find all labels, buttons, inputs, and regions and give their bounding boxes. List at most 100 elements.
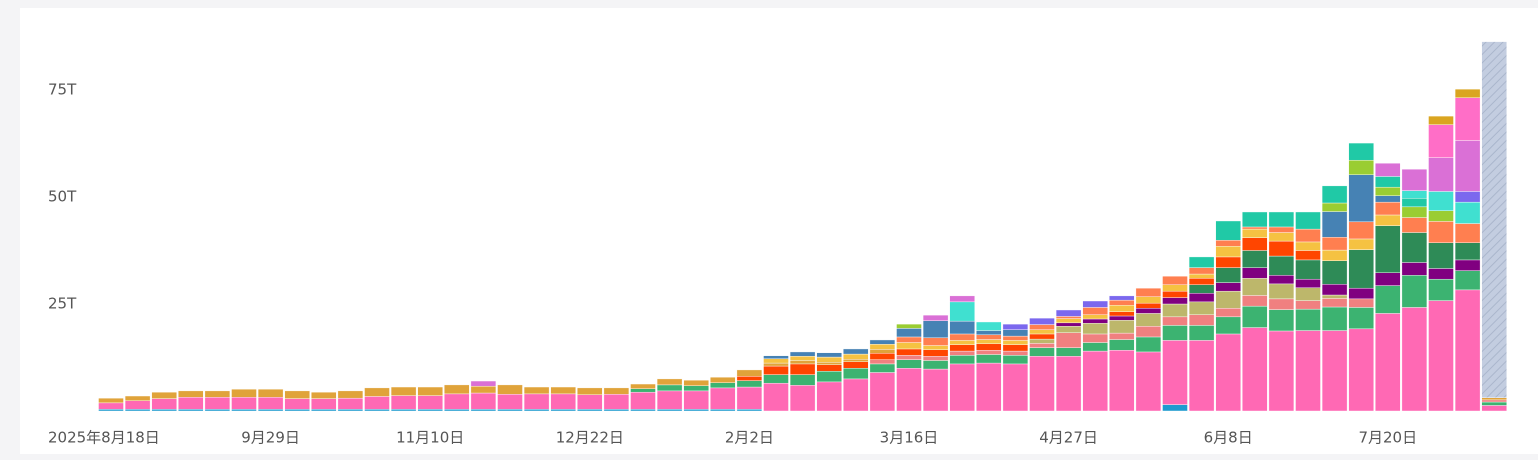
bar-segment xyxy=(1215,316,1241,335)
bar-segment xyxy=(1029,333,1055,340)
bar-segment xyxy=(1135,351,1162,412)
bar-segment xyxy=(1082,307,1108,315)
bar-segment xyxy=(1428,221,1454,243)
bar-segment xyxy=(550,409,576,412)
bar-segment xyxy=(1135,336,1162,353)
bar-segment xyxy=(1242,237,1268,251)
bar-segment xyxy=(1454,223,1481,243)
bar-segment xyxy=(1428,191,1454,211)
bar-segment xyxy=(1428,157,1454,192)
bar-segment xyxy=(896,359,922,369)
bar-segment xyxy=(976,334,1002,340)
bar-segment xyxy=(1002,335,1029,341)
bar-segment xyxy=(736,369,763,377)
bar-segment xyxy=(656,384,683,392)
bar-segment xyxy=(1029,343,1055,348)
bar-segment xyxy=(1428,124,1454,158)
x-tick-label: 7月20日 xyxy=(1358,429,1417,447)
bar-segment xyxy=(577,409,603,412)
bar-segment xyxy=(1082,300,1108,308)
bar-segment xyxy=(1242,295,1268,307)
bar-segment xyxy=(1375,214,1401,226)
bar-segment xyxy=(1215,256,1241,268)
bar-segment xyxy=(577,387,603,395)
bar-segment xyxy=(1348,238,1374,250)
bar-segment xyxy=(284,398,310,410)
bar-segment xyxy=(1428,268,1454,280)
bar-segment xyxy=(1348,174,1374,223)
bar-segment xyxy=(1135,313,1162,327)
bar-segment xyxy=(1348,249,1374,289)
bar-segment xyxy=(789,356,816,361)
bar-segment xyxy=(1295,278,1321,288)
bar-segment xyxy=(816,356,842,363)
bar-segment xyxy=(789,360,816,365)
x-tick-label: 3月16日 xyxy=(880,429,939,447)
bar-segment xyxy=(1215,267,1241,283)
bar-segment xyxy=(1215,246,1241,258)
bar-segment xyxy=(949,355,975,365)
bar-segment xyxy=(789,363,816,375)
bar-segment xyxy=(843,378,869,412)
bar-segment xyxy=(1454,88,1481,98)
bar-segment xyxy=(683,409,709,412)
bar-segment xyxy=(816,362,842,365)
bar-segment xyxy=(1162,316,1188,326)
bar-segment xyxy=(896,355,922,360)
bar-segment xyxy=(1188,293,1215,303)
bar-segment xyxy=(1162,284,1188,292)
bar-segment xyxy=(444,384,470,395)
bar-segment xyxy=(843,368,869,380)
bar-segment xyxy=(1321,249,1348,261)
bar-segment xyxy=(869,349,896,354)
bar-segment xyxy=(1162,303,1188,318)
bar-segment xyxy=(816,370,842,383)
bar-segment xyxy=(976,339,1002,345)
bar-segment xyxy=(1454,140,1481,192)
bar-segment xyxy=(869,339,896,345)
bar-segment xyxy=(1135,302,1162,309)
bar-segment xyxy=(1002,350,1029,356)
bar-segment xyxy=(976,343,1002,351)
bar-segment xyxy=(1295,330,1321,412)
bar-segment xyxy=(1268,232,1295,242)
bar-segment xyxy=(1428,210,1454,222)
bar-segment xyxy=(231,409,257,412)
bar-segment xyxy=(976,321,1002,331)
bar-segment xyxy=(1454,97,1481,141)
bar-segment xyxy=(497,384,523,395)
bar-segment xyxy=(1055,356,1082,412)
bar-segment xyxy=(1295,259,1321,280)
x-tick-label: 12月22日 xyxy=(556,429,624,447)
bar-segment xyxy=(1375,225,1401,273)
bar-segment xyxy=(922,337,949,346)
bar-segment xyxy=(1055,316,1082,319)
bar-segment xyxy=(124,395,151,401)
bar-segment xyxy=(1162,404,1188,412)
bar-segment xyxy=(1135,326,1162,338)
bar-segment xyxy=(1109,339,1135,351)
bar-segment xyxy=(656,390,683,410)
bar-segment xyxy=(603,409,630,412)
bar-segment xyxy=(1109,305,1135,312)
bar-segment xyxy=(1454,259,1481,271)
bar-segment xyxy=(470,385,497,394)
bar-segment xyxy=(1321,298,1348,308)
y-tick-label: 75T xyxy=(48,81,77,99)
bar-segment xyxy=(417,409,443,412)
bar-segment xyxy=(949,333,975,341)
bar-segment xyxy=(1454,191,1481,203)
bar-segment xyxy=(763,355,789,359)
bar-segment xyxy=(1215,220,1241,241)
bar-segment xyxy=(1188,314,1215,326)
bar-segment xyxy=(1295,250,1321,261)
bar-segment xyxy=(1109,295,1135,301)
x-tick-label: 2025年8月18日 xyxy=(48,429,160,447)
bar-segment xyxy=(1188,256,1215,268)
bar-segment xyxy=(1188,267,1215,275)
bar-segment xyxy=(1375,201,1401,216)
bar-segment xyxy=(843,361,869,369)
bar-segment xyxy=(1321,202,1348,212)
bar-segment xyxy=(1268,240,1295,257)
bar-segment xyxy=(869,344,896,350)
